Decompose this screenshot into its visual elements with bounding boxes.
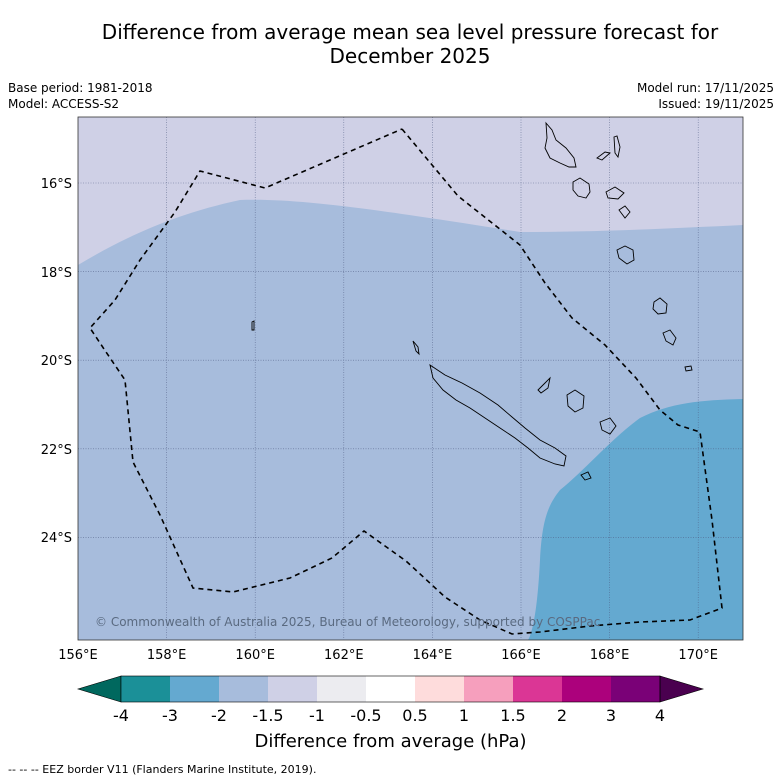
colorbar-tick-label: -4 <box>113 706 129 725</box>
colorbar-tick-label: 4 <box>655 706 665 725</box>
eez-legend-footer: -- -- -- EEZ border V11 (Flanders Marine… <box>8 763 317 776</box>
colorbar-tick-label: -1.5 <box>252 706 283 725</box>
colorbar-segment <box>268 676 317 702</box>
lat-label-18s: 18°S <box>41 266 72 281</box>
lat-label-22s: 22°S <box>41 443 72 458</box>
ambae <box>596 151 611 161</box>
loyalty-mare <box>599 417 617 435</box>
ambrym <box>605 186 625 200</box>
colorbar-segment <box>611 676 660 702</box>
lon-label-160e: 160°E <box>235 648 275 663</box>
loyalty-lifou <box>566 389 585 413</box>
new-caledonia-mainland <box>429 363 567 467</box>
coastlines <box>251 121 693 481</box>
chart-title-line1: Difference from average mean sea level p… <box>101 20 719 44</box>
loyalty-ouvea <box>537 376 551 394</box>
colorbar-segment <box>415 676 464 702</box>
lat-label-16s: 16°S <box>41 177 72 192</box>
tanna <box>652 297 668 315</box>
lon-label-156e: 156°E <box>58 648 98 663</box>
base-period: Base period: 1981-2018 <box>8 81 153 95</box>
model-name: Model: ACCESS-S2 <box>8 97 120 111</box>
lon-label-170e: 170°E <box>678 648 718 663</box>
map-frame <box>77 116 744 641</box>
colorbar-segment <box>513 676 562 702</box>
lon-label-166e: 166°E <box>501 648 541 663</box>
malekula <box>572 177 591 199</box>
efate <box>618 205 631 219</box>
graticule <box>78 117 743 640</box>
pentecost <box>613 135 621 159</box>
model-run: Model run: 17/11/2025 <box>636 81 774 95</box>
anomaly-band-dark <box>528 399 743 640</box>
colorbar-over-extension <box>659 675 705 703</box>
lat-label-24s: 24°S <box>41 531 72 546</box>
copyright-notice: © Commonwealth of Australia 2025, Bureau… <box>95 615 600 629</box>
lon-label-162e: 162°E <box>324 648 364 663</box>
walpole <box>684 365 693 372</box>
colorbar-frame <box>120 675 661 703</box>
colorbar-segment <box>464 676 513 702</box>
colorbar-segment <box>562 676 611 702</box>
lat-axis: 16°S 18°S 20°S 22°S 24°S <box>41 177 72 546</box>
colorbar-tick-label: -1 <box>309 706 325 725</box>
colorbar-segment <box>219 676 268 702</box>
colorbar-tick-label: -2 <box>211 706 227 725</box>
colorbar-segment <box>170 676 219 702</box>
colorbar-tick-label: -3 <box>162 706 178 725</box>
belep-islands <box>412 340 420 356</box>
lon-label-164e: 164°E <box>413 648 453 663</box>
colorbar-under-extension <box>76 675 122 703</box>
colorbar-segment <box>121 676 170 702</box>
map-area: © Commonwealth of Australia 2025, Bureau… <box>78 117 743 640</box>
lon-label-158e: 158°E <box>147 648 187 663</box>
colorbar-label: Difference from average (hPa) <box>254 731 527 752</box>
lat-label-20s: 20°S <box>41 354 72 369</box>
colorbar-tick-label: 1 <box>459 706 469 725</box>
colorbar-tick-label: 2 <box>557 706 567 725</box>
espiritu-santo <box>544 121 577 168</box>
lon-label-168e: 168°E <box>590 648 630 663</box>
colorbar <box>76 675 705 703</box>
colorbar-tick-label: 3 <box>606 706 616 725</box>
eez-border <box>88 128 723 635</box>
erromango <box>616 245 635 265</box>
colorbar-tick-label: 0.5 <box>402 706 427 725</box>
chesterfield-islet <box>251 320 255 331</box>
colorbar-segment <box>366 676 415 702</box>
colorbar-tick-label: 1.5 <box>500 706 525 725</box>
colorbar-tick-label: -0.5 <box>350 706 381 725</box>
chart-title-line2: December 2025 <box>329 44 491 68</box>
aneityum <box>662 329 677 346</box>
colorbar-ticks: -4 -3 -2 -1.5 -1 -0.5 0.5 1 1.5 2 3 4 <box>113 706 665 725</box>
issued-date: Issued: 19/11/2025 <box>658 97 774 111</box>
colorbar-segment <box>317 676 366 702</box>
lon-axis: 156°E 158°E 160°E 162°E 164°E 166°E 168°… <box>58 648 718 663</box>
isle-of-pines <box>580 471 592 481</box>
